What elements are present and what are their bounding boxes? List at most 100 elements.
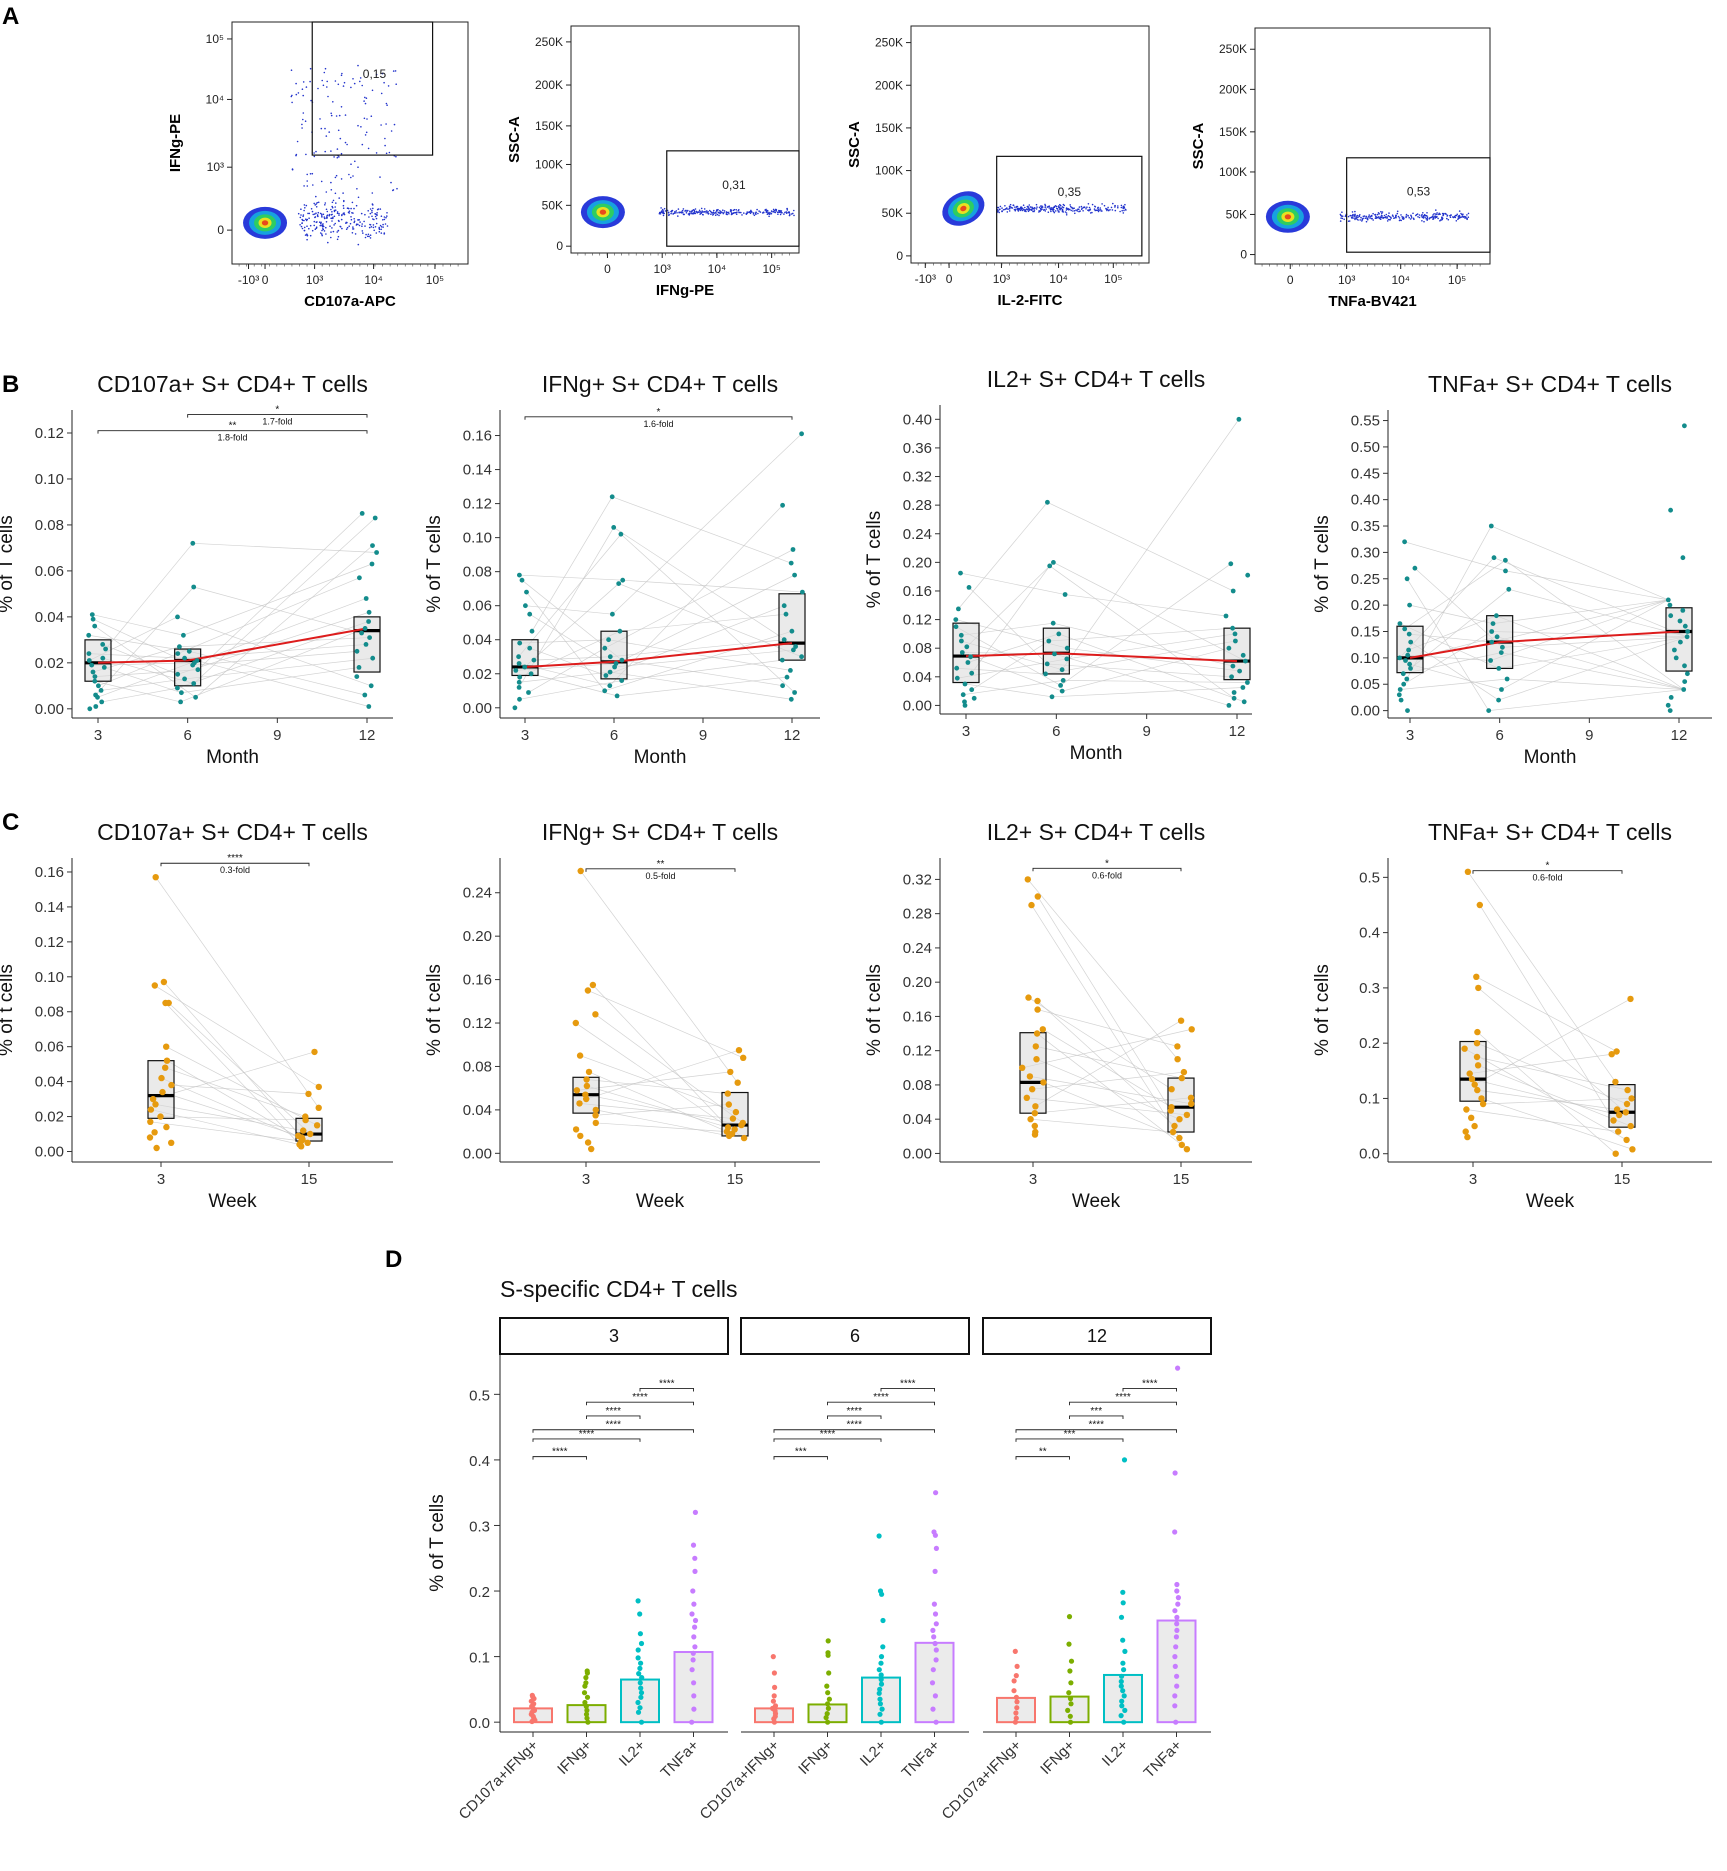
data-point bbox=[149, 1095, 157, 1103]
facs-event bbox=[1378, 213, 1380, 215]
facs-event bbox=[342, 204, 345, 207]
facs-event bbox=[317, 201, 320, 204]
data-point bbox=[583, 1076, 590, 1083]
subject-link bbox=[196, 660, 369, 707]
x-tick-label: 15 bbox=[301, 1171, 318, 1188]
facs-event bbox=[776, 211, 779, 214]
median-trend-line bbox=[524, 642, 793, 668]
data-point bbox=[526, 690, 531, 695]
facs-event bbox=[383, 81, 385, 84]
data-point bbox=[162, 999, 169, 1007]
significance-bracket bbox=[773, 1456, 828, 1460]
y-tick-label: 0.4 bbox=[469, 1453, 490, 1470]
facs-event bbox=[305, 218, 307, 220]
facs-event bbox=[368, 216, 370, 218]
data-point bbox=[1172, 1654, 1178, 1660]
data-point bbox=[147, 1118, 154, 1126]
data-point bbox=[1237, 668, 1242, 674]
facs-xlabel: CD107a-APC bbox=[304, 293, 396, 310]
facs-event bbox=[1426, 216, 1429, 218]
data-point bbox=[784, 674, 790, 680]
data-point bbox=[1668, 695, 1674, 700]
facs-event bbox=[1111, 209, 1114, 211]
subject-link bbox=[94, 680, 181, 703]
data-point bbox=[1672, 647, 1677, 653]
facs-event bbox=[380, 92, 383, 95]
facs-xtick-label: 10⁵ bbox=[1448, 273, 1466, 287]
facs-event bbox=[300, 225, 303, 228]
facs-event bbox=[301, 123, 303, 126]
facs-event bbox=[352, 226, 354, 228]
facs-event bbox=[1065, 214, 1068, 216]
data-point bbox=[95, 694, 100, 700]
facs-event bbox=[1383, 214, 1386, 217]
facs-event bbox=[1106, 209, 1108, 212]
facs-event bbox=[323, 71, 326, 74]
data-point bbox=[878, 1681, 885, 1687]
panel-label-a: A bbox=[2, 3, 19, 30]
facs-event bbox=[1447, 218, 1450, 221]
data-point bbox=[1397, 687, 1403, 692]
facs-event bbox=[302, 94, 305, 97]
facs-event bbox=[1100, 210, 1102, 212]
data-point bbox=[1172, 1693, 1178, 1699]
data-point bbox=[181, 632, 186, 638]
data-point bbox=[614, 693, 620, 699]
facs-event bbox=[1438, 212, 1440, 215]
facs-xtick-label: 10⁴ bbox=[1049, 272, 1068, 286]
facs-event bbox=[711, 212, 714, 214]
facs-event bbox=[313, 224, 316, 227]
y-tick-label: 0.50 bbox=[1351, 439, 1380, 456]
facs-event bbox=[375, 217, 378, 220]
facs-event bbox=[326, 86, 328, 88]
facs-event bbox=[1012, 204, 1015, 206]
facs-event bbox=[1432, 218, 1435, 220]
data-point bbox=[781, 637, 787, 643]
data-point bbox=[1461, 1045, 1468, 1052]
data-point bbox=[930, 1667, 936, 1673]
facs-event bbox=[730, 209, 733, 211]
y-tick-label: 0.5 bbox=[469, 1387, 490, 1404]
data-point bbox=[363, 596, 369, 601]
facs-event bbox=[357, 243, 360, 246]
facs-event bbox=[306, 173, 309, 176]
facs-event bbox=[1120, 204, 1123, 207]
facs-event bbox=[1410, 215, 1413, 218]
data-point bbox=[1506, 586, 1512, 592]
y-tick-label: 0.30 bbox=[1351, 544, 1380, 561]
subject-link bbox=[1047, 663, 1232, 678]
data-point bbox=[930, 1706, 936, 1712]
facs-event bbox=[385, 216, 387, 219]
facs-event bbox=[338, 156, 340, 158]
data-point bbox=[1172, 1663, 1178, 1669]
panel-label-b: B bbox=[2, 371, 19, 398]
x-tick-label: 15 bbox=[727, 1171, 744, 1188]
data-point bbox=[1677, 618, 1683, 624]
facs-event bbox=[1362, 215, 1365, 218]
subject-link bbox=[1469, 1053, 1612, 1074]
data-point bbox=[969, 670, 975, 676]
data-point bbox=[954, 675, 960, 681]
facs-event bbox=[1015, 208, 1017, 211]
data-point bbox=[1014, 1705, 1020, 1711]
subject-link bbox=[1464, 1048, 1627, 1141]
facs-event bbox=[324, 202, 327, 204]
data-point bbox=[635, 1699, 641, 1706]
y-tick-label: 0.12 bbox=[903, 1043, 932, 1060]
data-point bbox=[740, 1134, 748, 1142]
facs-event bbox=[1344, 215, 1347, 218]
data-point bbox=[1463, 1106, 1470, 1113]
facs-xtick-label: 10⁴ bbox=[364, 273, 383, 287]
data-point bbox=[151, 982, 158, 989]
facs-event bbox=[1375, 215, 1377, 218]
facs-event bbox=[364, 96, 366, 99]
data-point bbox=[1177, 1017, 1185, 1024]
x-tick-label: 6 bbox=[1495, 727, 1503, 744]
data-point bbox=[584, 987, 592, 994]
facs-event bbox=[1392, 215, 1394, 218]
data-point bbox=[1667, 708, 1673, 713]
data-point bbox=[168, 1139, 175, 1147]
facs-event bbox=[315, 206, 318, 208]
facs-event bbox=[369, 224, 372, 226]
facs-event bbox=[710, 213, 712, 215]
